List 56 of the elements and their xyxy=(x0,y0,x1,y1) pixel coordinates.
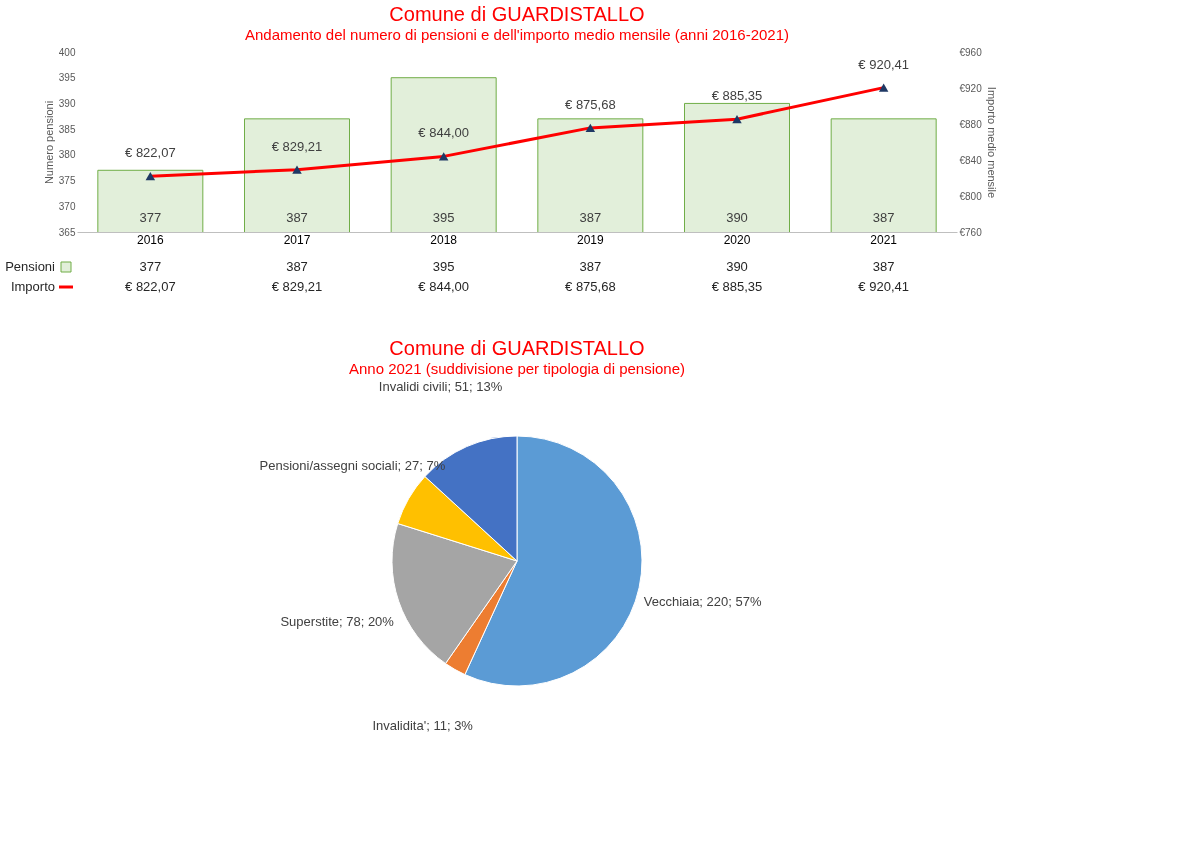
text: € 885,35 xyxy=(711,88,763,104)
data-label: € 844,00 xyxy=(418,279,469,294)
y-axis-title: Numero pensioni xyxy=(42,100,55,185)
legend-label: Importo xyxy=(10,279,55,294)
slice-label: Invalidi civili; 51; 13% xyxy=(378,379,503,395)
data-label: 395 xyxy=(432,259,455,274)
data-label: 387 xyxy=(579,259,602,274)
data-label: € 885,35 xyxy=(711,279,763,294)
text: 387 xyxy=(872,210,895,225)
text: 395 xyxy=(432,210,455,225)
y-tick-label: 365 xyxy=(58,226,76,238)
text: € 822,07 xyxy=(125,145,176,161)
x-tick-label: 2019 xyxy=(576,232,604,247)
chart-subtitle: Andamento del numero di pensioni e dell'importo medio mensile (anni 2016-2021) xyxy=(244,26,790,43)
text: € 844,00 xyxy=(418,125,469,141)
x-tick-label: 2021 xyxy=(870,232,898,247)
data-label: 377 xyxy=(139,259,162,274)
x-tick-label: 2018 xyxy=(430,232,458,247)
slice-label: Invalidita'; 11; 3% xyxy=(372,717,474,733)
data-label: € 875,68 xyxy=(565,279,616,294)
y-tick-label: 380 xyxy=(58,149,76,161)
chart-title: Comune di GUARDISTALLO xyxy=(389,3,645,25)
y-tick-label: 370 xyxy=(58,200,76,212)
text: 387 xyxy=(579,210,602,225)
data-label: € 822,07 xyxy=(125,279,176,294)
data-label: 387 xyxy=(872,259,895,274)
text: 390 xyxy=(726,210,748,225)
text: € 875,68 xyxy=(565,96,616,112)
legend-label: Pensioni xyxy=(5,259,56,274)
text: 377 xyxy=(139,210,162,225)
y-tick-label: 395 xyxy=(58,72,76,84)
x-tick-label: 2020 xyxy=(723,232,751,247)
slice-label: Superstite; 78; 20% xyxy=(280,614,395,630)
text: 387 xyxy=(286,210,308,225)
data-label: € 829,21 xyxy=(271,279,323,294)
y2-tick-label: €960 xyxy=(959,46,983,58)
data-label: 387 xyxy=(286,259,308,274)
y2-tick-label: €880 xyxy=(959,118,983,130)
slice-label: Vecchiaia; 220; 57% xyxy=(643,593,762,609)
y2-axis-title: Importo medio mensile xyxy=(985,86,998,199)
y2-tick-label: €800 xyxy=(959,190,983,202)
y2-tick-label: €760 xyxy=(959,226,983,238)
x-tick-label: 2017 xyxy=(283,232,311,247)
y-tick-label: 375 xyxy=(58,175,76,187)
chart-title: Comune di GUARDISTALLO xyxy=(389,337,645,360)
data-label: 390 xyxy=(726,259,748,274)
chart-subtitle: Anno 2021 (suddivisione per tipologia di pensione) xyxy=(348,360,686,378)
text: € 920,41 xyxy=(858,56,909,72)
text: € 829,21 xyxy=(271,138,323,154)
y-tick-label: 400 xyxy=(58,46,76,58)
y2-tick-label: €920 xyxy=(959,82,983,94)
x-tick-label: 2016 xyxy=(136,232,164,247)
y-tick-label: 385 xyxy=(58,123,76,135)
y2-tick-label: €840 xyxy=(959,154,983,166)
data-label: € 920,41 xyxy=(858,279,909,294)
y-tick-label: 390 xyxy=(58,97,76,109)
